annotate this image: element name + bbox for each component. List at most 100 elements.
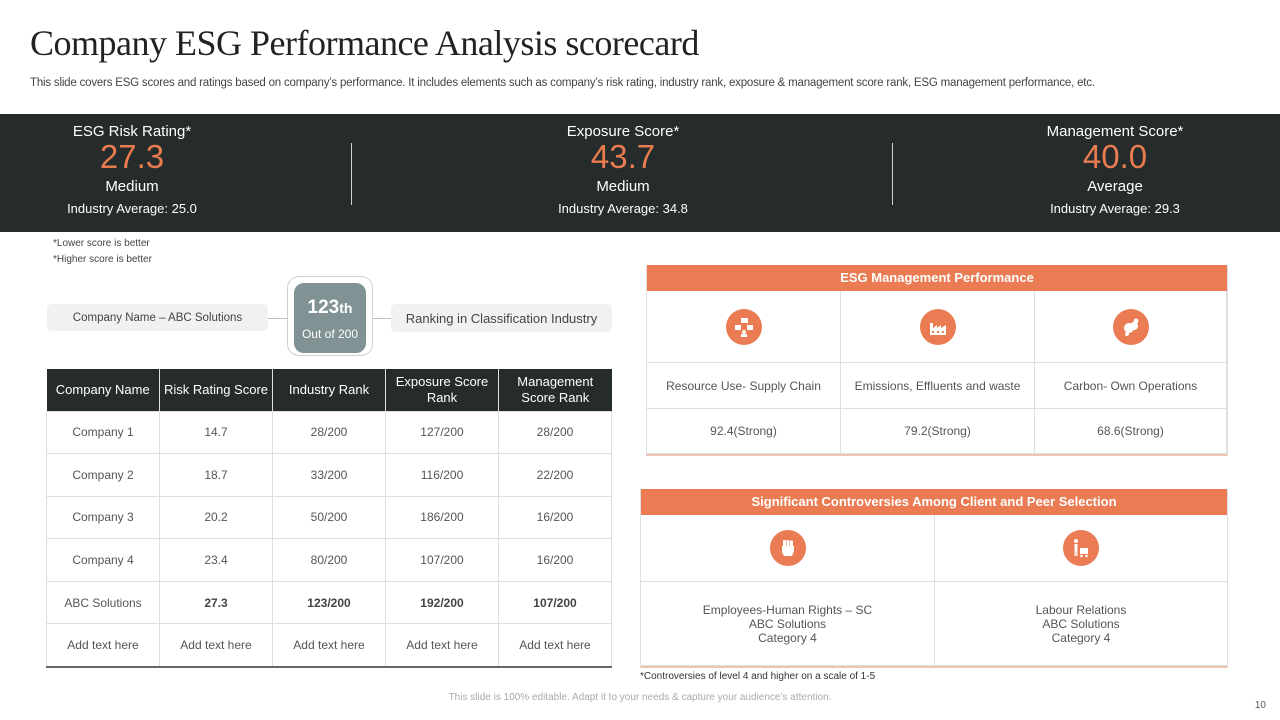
category-label: Resource Use- Supply Chain	[647, 363, 841, 409]
metric-rating: Medium	[105, 178, 159, 195]
panel-title: Significant Controversies Among Client a…	[641, 489, 1227, 515]
table-cell: Add text here	[272, 623, 386, 668]
table-cell: 20.2	[159, 495, 273, 540]
metric-rating: Medium	[596, 178, 650, 195]
note-lower-score: *Lower score is better	[53, 238, 150, 249]
company-name-pill: Company Name – ABC Solutions	[47, 304, 268, 331]
column-header: Risk Rating Score	[159, 369, 273, 411]
table-cell: ABC Solutions	[46, 580, 160, 625]
table-cell: Add text here	[159, 623, 273, 668]
table-cell: 192/200	[385, 580, 499, 625]
controversy-category: Category 4	[1051, 630, 1111, 645]
table-cell: 28/200	[498, 410, 612, 455]
panel-title: ESG Management Performance	[647, 265, 1227, 291]
supply-chain-icon	[725, 308, 762, 345]
column-header: Management Score Rank	[498, 369, 612, 411]
carbon-cloud-icon	[1112, 308, 1149, 345]
table-cell: 16/200	[498, 495, 612, 540]
rank-number: 123th	[294, 297, 366, 319]
divider	[892, 143, 893, 205]
table-cell: 18.7	[159, 453, 273, 497]
connector-line	[373, 318, 391, 319]
table-cell: Company 2	[46, 453, 160, 497]
worker-cart-icon	[1063, 530, 1099, 566]
metric-esg-risk-rating: ESG Risk Rating* 27.3 Medium Industry Av…	[0, 114, 282, 232]
classification-ranking-pill: Ranking in Classification Industry	[391, 304, 612, 332]
table-row: Company 1 14.7 28/200 127/200 28/200	[46, 410, 612, 455]
table-cell: 107/200	[385, 538, 499, 582]
rank-suffix: th	[339, 300, 353, 316]
table-cell: Add text here	[498, 623, 612, 668]
metric-label: Management Score*	[1046, 123, 1184, 140]
table-cell: 22/200	[498, 453, 612, 497]
table-cell: 80/200	[272, 538, 386, 582]
table-row: Add text here Add text here Add text her…	[46, 623, 612, 668]
table-cell: Add text here	[46, 623, 160, 668]
rank-out-of: Out of 200	[301, 327, 359, 341]
table-cell: 116/200	[385, 453, 499, 497]
table-cell: 27.3	[159, 580, 273, 625]
divider	[351, 143, 352, 205]
metric-industry-average: Industry Average: 34.8	[558, 201, 688, 216]
table-row: Company 3 20.2 50/200 186/200 16/200	[46, 495, 612, 540]
table-cell: Company 1	[46, 410, 160, 455]
icon-cell	[935, 515, 1228, 582]
raised-fist-icon	[769, 530, 806, 566]
metrics-band: ESG Risk Rating* 27.3 Medium Industry Av…	[0, 114, 1280, 232]
metric-value: 27.3	[99, 138, 165, 175]
category-score: 79.2(Strong)	[841, 409, 1035, 454]
table-row: Company 4 23.4 80/200 107/200 16/200	[46, 538, 612, 582]
table-cell: 50/200	[272, 495, 386, 540]
controversy-detail: Labour Relations ABC Solutions Category …	[935, 582, 1228, 666]
column-header: Industry Rank	[272, 369, 386, 411]
table-cell: 16/200	[498, 538, 612, 582]
controversies-footnote: *Controversies of level 4 and higher on …	[640, 671, 876, 682]
icon-cell	[647, 291, 841, 363]
category-score: 68.6(Strong)	[1035, 409, 1227, 454]
rank-value: 123	[307, 297, 340, 318]
table-row: Company 2 18.7 33/200 116/200 22/200	[46, 453, 612, 497]
table-cell: Add text here	[385, 623, 499, 668]
column-header: Exposure Score Rank	[385, 369, 499, 411]
table-cell: Company 4	[46, 538, 160, 582]
table-cell: 33/200	[272, 453, 386, 497]
category-label: Emissions, Effluents and waste	[841, 363, 1035, 409]
table-cell: 123/200	[272, 580, 386, 625]
table-cell: Company 3	[46, 495, 160, 540]
table-cell: 127/200	[385, 410, 499, 455]
connector-line	[268, 318, 288, 319]
table-cell: 28/200	[272, 410, 386, 455]
note-higher-score: *Higher score is better	[53, 254, 152, 265]
controversy-company: ABC Solutions	[748, 616, 827, 631]
controversy-company: ABC Solutions	[1042, 616, 1120, 631]
rank-badge: 123th Out of 200	[294, 283, 366, 353]
table-cell: 107/200	[498, 580, 612, 625]
footer-text: This slide is 100% editable. Adapt it to…	[448, 692, 832, 703]
controversy-name: Employees-Human Rights – SC	[702, 602, 873, 617]
icon-cell	[841, 291, 1035, 363]
metric-value: 43.7	[590, 138, 656, 175]
table-header-row: Company Name Risk Rating Score Industry …	[46, 369, 612, 411]
controversy-category: Category 4	[758, 630, 817, 645]
category-label: Carbon- Own Operations	[1035, 363, 1227, 409]
table-row-highlight: ABC Solutions 27.3 123/200 192/200 107/2…	[46, 580, 612, 625]
metric-industry-average: Industry Average: 29.3	[1050, 201, 1180, 216]
metric-exposure-score: Exposure Score* 43.7 Medium Industry Ave…	[473, 114, 773, 232]
table-cell: 23.4	[159, 538, 273, 582]
controversy-name: Labour Relations	[1035, 602, 1127, 617]
column-header: Company Name	[46, 369, 160, 411]
controversies-panel: Significant Controversies Among Client a…	[640, 489, 1228, 668]
metric-value: 40.0	[1082, 138, 1148, 175]
metric-industry-average: Industry Average: 25.0	[67, 201, 197, 216]
metric-rating: Average	[1087, 178, 1143, 195]
page-title: Company ESG Performance Analysis scoreca…	[30, 23, 699, 63]
category-score: 92.4(Strong)	[647, 409, 841, 454]
metric-management-score: Management Score* 40.0 Average Industry …	[965, 114, 1265, 232]
page-subtitle: This slide covers ESG scores and ratings…	[30, 77, 1095, 89]
icon-cell	[1035, 291, 1227, 363]
controversy-detail: Employees-Human Rights – SC ABC Solution…	[641, 582, 935, 666]
factory-icon	[919, 308, 956, 345]
company-comparison-table: Company Name Risk Rating Score Industry …	[46, 369, 612, 668]
esg-management-performance-panel: ESG Management Performance Resource Use-…	[646, 265, 1228, 456]
page-number: 10	[1254, 700, 1266, 711]
